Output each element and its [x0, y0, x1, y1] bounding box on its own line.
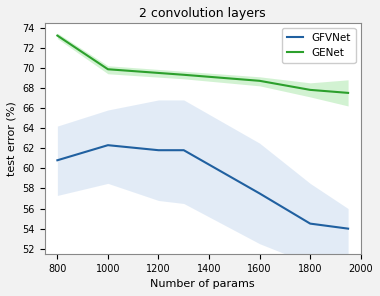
GFVNet [106, 143, 110, 147]
GFVNet [257, 192, 262, 195]
Legend: GFVNet, GENet: GFVNet, GENet [282, 28, 356, 63]
GFVNet [182, 148, 186, 152]
GFVNet [55, 158, 60, 162]
GENet [106, 67, 110, 71]
GFVNet [346, 227, 350, 230]
GENet [308, 88, 312, 92]
GENet [55, 34, 60, 37]
GENet [182, 73, 186, 77]
GFVNet [308, 222, 312, 225]
Line: GFVNet: GFVNet [57, 145, 348, 229]
Title: 2 convolution layers: 2 convolution layers [139, 7, 266, 20]
X-axis label: Number of params: Number of params [150, 279, 255, 289]
Y-axis label: test error (%): test error (%) [7, 101, 17, 176]
Line: GENet: GENet [57, 36, 348, 93]
GENet [346, 91, 350, 95]
GENet [257, 79, 262, 83]
GFVNet [156, 148, 161, 152]
